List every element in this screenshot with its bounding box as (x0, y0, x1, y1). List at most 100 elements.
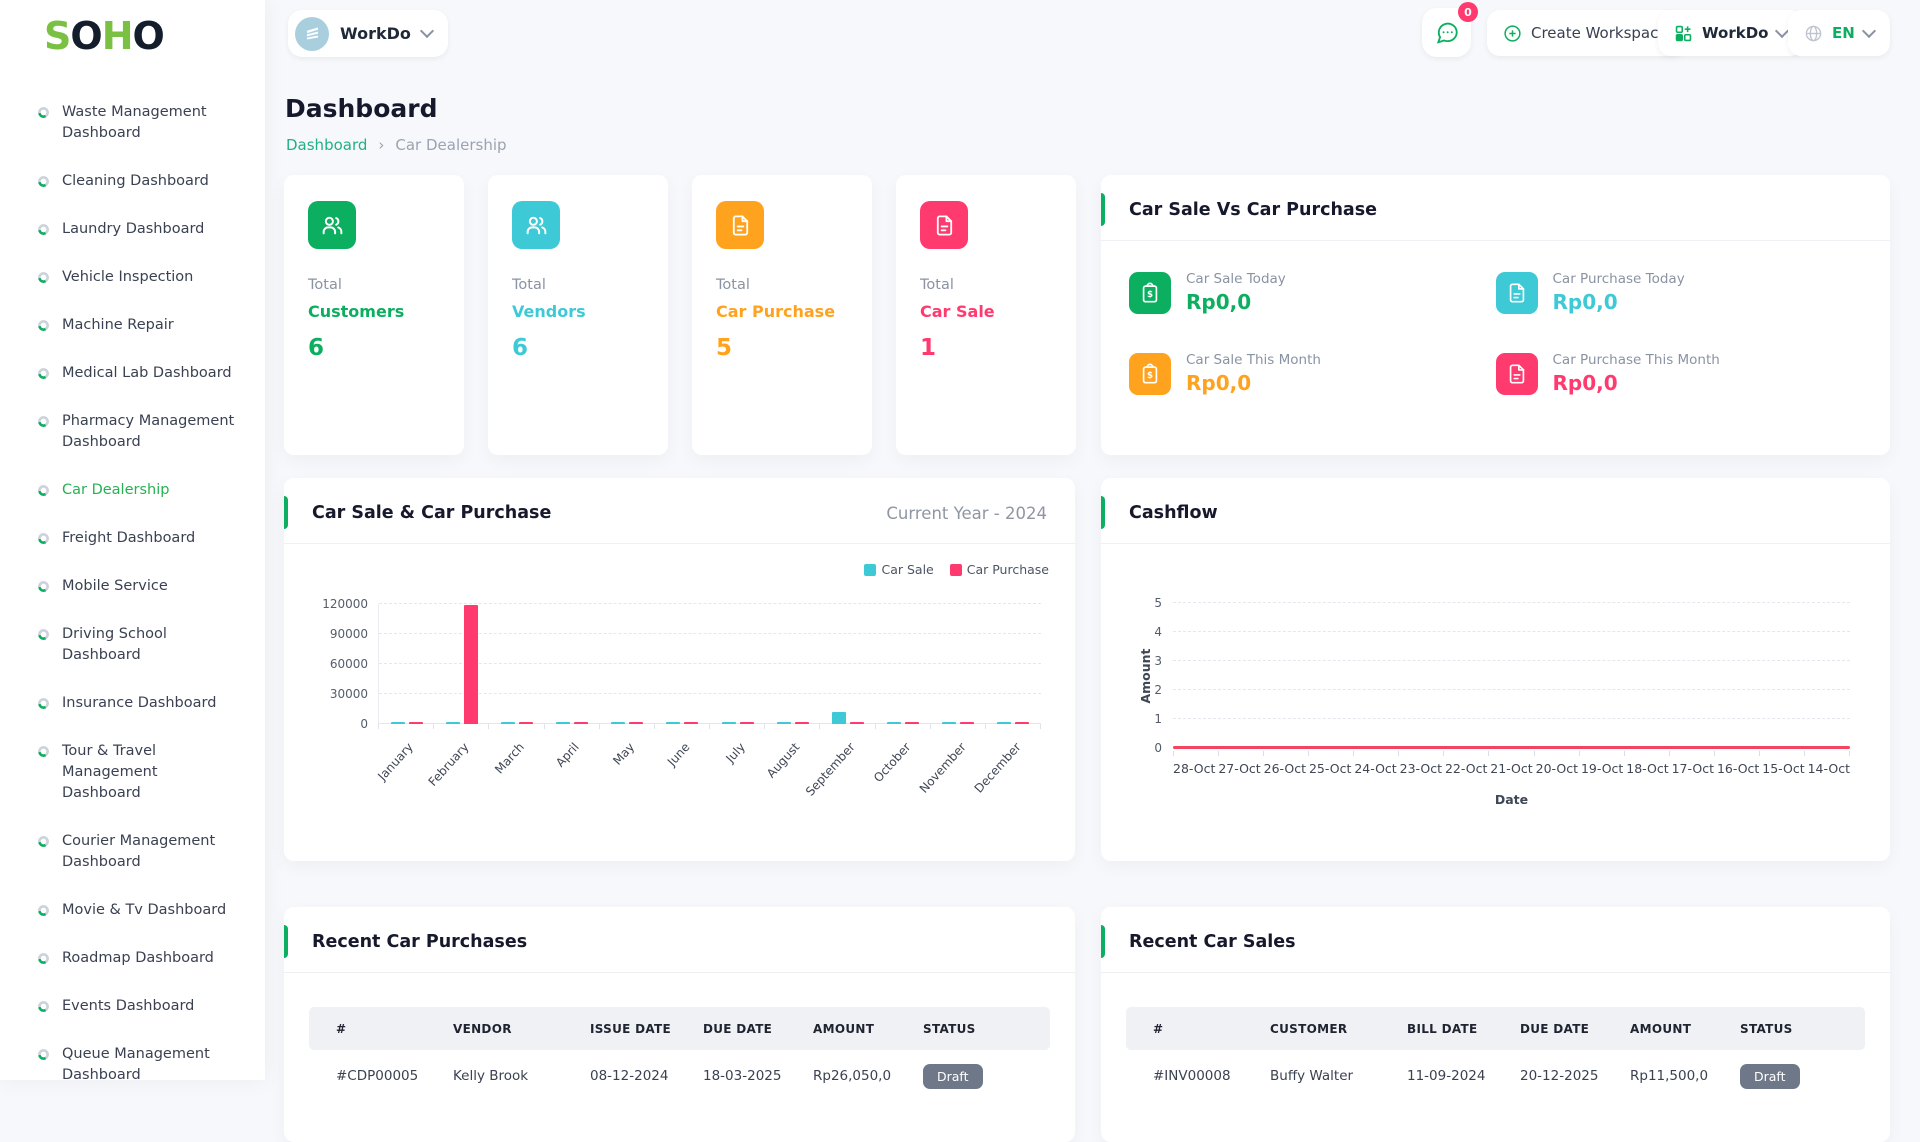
logo-letter: H (101, 14, 134, 58)
bar-group-april (545, 604, 600, 724)
bar-car-purchase[interactable] (463, 604, 478, 724)
sidebar-item-label: Courier Management Dashboard (62, 832, 216, 870)
gridline (379, 723, 1041, 724)
sidebar-item-waste-management-dashboard[interactable]: Waste Management Dashboard (38, 102, 265, 144)
recent-sales-title: Recent Car Sales (1129, 932, 1296, 952)
y-tick-label: 0 (360, 717, 368, 731)
column-header-amount: AMOUNT (1630, 1021, 1692, 1036)
bar-car-sale[interactable] (942, 721, 957, 724)
bar-car-sale[interactable] (776, 721, 791, 724)
bar-car-sale[interactable] (721, 721, 736, 724)
chat-icon (1436, 22, 1458, 44)
title-accent-bar (1101, 193, 1105, 226)
bar-car-purchase[interactable] (408, 721, 423, 724)
sidebar-item-events-dashboard[interactable]: Events Dashboard (38, 996, 265, 1017)
sidebar-item-queue-management-dashboard[interactable]: Queue Management Dashboard (38, 1044, 265, 1086)
title-accent-bar (284, 496, 288, 529)
status-ring-icon (38, 415, 49, 427)
gridline (1173, 660, 1850, 661)
bar-car-sale[interactable] (611, 721, 626, 724)
sidebar-item-medical-lab-dashboard[interactable]: Medical Lab Dashboard (38, 363, 265, 384)
status-ring-icon (38, 532, 49, 544)
bar-car-sale[interactable] (556, 721, 571, 724)
status-ring-icon (38, 697, 49, 709)
sidebar-item-cleaning-dashboard[interactable]: Cleaning Dashboard (38, 171, 265, 192)
bar-car-purchase[interactable] (739, 721, 754, 724)
plus-circle-icon (1504, 24, 1521, 42)
bar-car-purchase[interactable] (684, 721, 699, 724)
create-workspace-button[interactable]: Create Workspace (1487, 10, 1684, 56)
bar-car-purchase[interactable] (794, 721, 809, 724)
bar-car-purchase[interactable] (905, 721, 920, 724)
stat-card-value: 1 (920, 335, 937, 361)
bar-car-sale[interactable] (997, 721, 1012, 724)
messages-button[interactable]: 0 (1422, 2, 1478, 57)
bar-car-sale[interactable] (887, 721, 902, 724)
breadcrumb-link-dashboard[interactable]: Dashboard (286, 136, 368, 154)
bar-car-purchase[interactable] (629, 721, 644, 724)
stat-card-car-purchase: Total Car Purchase 5 (692, 175, 872, 455)
sidebar-item-pharmacy-management-dashboard[interactable]: Pharmacy Management Dashboard (38, 411, 265, 453)
tile-car-purchase-today: Car Purchase Today Rp0,0 (1495, 271, 1863, 314)
breadcrumb-current: Car Dealership (395, 136, 507, 154)
x-tick-april: April (544, 731, 599, 803)
sidebar-item-label: Events Dashboard (62, 997, 195, 1014)
status-ring-icon (38, 835, 49, 847)
sidebar-item-label: Driving School Dashboard (62, 625, 167, 663)
bar-car-sale[interactable] (445, 721, 460, 724)
sidebar: SOHO Waste Management Dashboard Cleaning … (0, 0, 265, 1083)
x-tick-label-19-oct: 19-Oct (1580, 761, 1624, 776)
bar-car-purchase[interactable] (960, 721, 975, 724)
bar-car-sale[interactable] (831, 712, 846, 724)
cashflow-ticks (1173, 751, 1850, 756)
sidebar-item-laundry-dashboard[interactable]: Laundry Dashboard (38, 219, 265, 240)
users-icon (512, 201, 560, 249)
app-switcher-button[interactable]: WorkDo (1658, 10, 1804, 56)
sidebar-item-vehicle-inspection[interactable]: Vehicle Inspection (38, 267, 265, 288)
bar-car-purchase[interactable] (1015, 721, 1030, 724)
sidebar-item-machine-repair[interactable]: Machine Repair (38, 315, 265, 336)
sidebar-item-movie-tv-dashboard[interactable]: Movie & Tv Dashboard (38, 900, 265, 921)
bar-car-purchase[interactable] (518, 721, 533, 724)
x-tick-label-25-oct: 25-Oct (1308, 761, 1352, 776)
bar-car-purchase[interactable] (574, 721, 589, 724)
x-tick-label: April (553, 740, 582, 770)
language-selector[interactable]: EN (1788, 10, 1890, 56)
bars-area (379, 604, 1041, 724)
bar-car-sale[interactable] (390, 721, 405, 724)
bar-group-may (600, 604, 655, 724)
table-row[interactable]: #INV00008 Buffy Walter 11-09-2024 20-12-202… (1126, 1050, 1865, 1102)
bar-car-purchase[interactable] (849, 721, 864, 724)
sidebar-item-freight-dashboard[interactable]: Freight Dashboard (38, 528, 265, 549)
sidebar-item-roadmap-dashboard[interactable]: Roadmap Dashboard (38, 948, 265, 969)
sidebar-item-label: Freight Dashboard (62, 529, 196, 546)
x-tick-label-23-oct: 23-Oct (1399, 761, 1443, 776)
gridline (379, 663, 1041, 664)
column-header-bill-date: BILL DATE (1407, 1021, 1478, 1036)
bar-group-october (876, 604, 931, 724)
sidebar-item-tour-travel-management-dashboard[interactable]: Tour & Travel Management Dashboard (38, 741, 265, 804)
bar-car-sale[interactable] (500, 721, 515, 724)
svg-text:$: $ (1147, 290, 1153, 300)
sidebar-item-driving-school-dashboard[interactable]: Driving School Dashboard (38, 624, 265, 666)
axis-tick (876, 724, 931, 729)
clipboard-dollar-icon: $ (1129, 352, 1171, 395)
axis-tick (1173, 751, 1174, 756)
panel-title: Car Sale & Car Purchase Current Year - 2… (284, 478, 1075, 544)
sidebar-item-label: Machine Repair (62, 316, 174, 333)
file-icon (1495, 352, 1538, 395)
stat-card-label: Vendors (512, 302, 586, 321)
tile-car-sale-today: $ Car Sale Today Rp0,0 (1129, 271, 1496, 314)
x-tick-label-17-oct: 17-Oct (1671, 761, 1714, 776)
sidebar-item-insurance-dashboard[interactable]: Insurance Dashboard (38, 693, 265, 714)
bar-car-sale[interactable] (666, 721, 681, 724)
table-row[interactable]: #CDP00005 Kelly Brook 08-12-2024 18-03-2025… (309, 1050, 1050, 1102)
workspace-selector[interactable]: WorkDo (288, 10, 448, 57)
sidebar-item-car-dealership[interactable]: Car Dealership (38, 480, 265, 501)
axis-tick (765, 724, 821, 729)
tile-label: Car Purchase This Month (1552, 352, 1720, 368)
sidebar-item-mobile-service[interactable]: Mobile Service (38, 576, 265, 597)
sidebar-item-courier-management-dashboard[interactable]: Courier Management Dashboard (38, 831, 265, 873)
status-ring-icon (38, 1048, 49, 1060)
stat-card-customers: Total Customers 6 (284, 175, 464, 455)
